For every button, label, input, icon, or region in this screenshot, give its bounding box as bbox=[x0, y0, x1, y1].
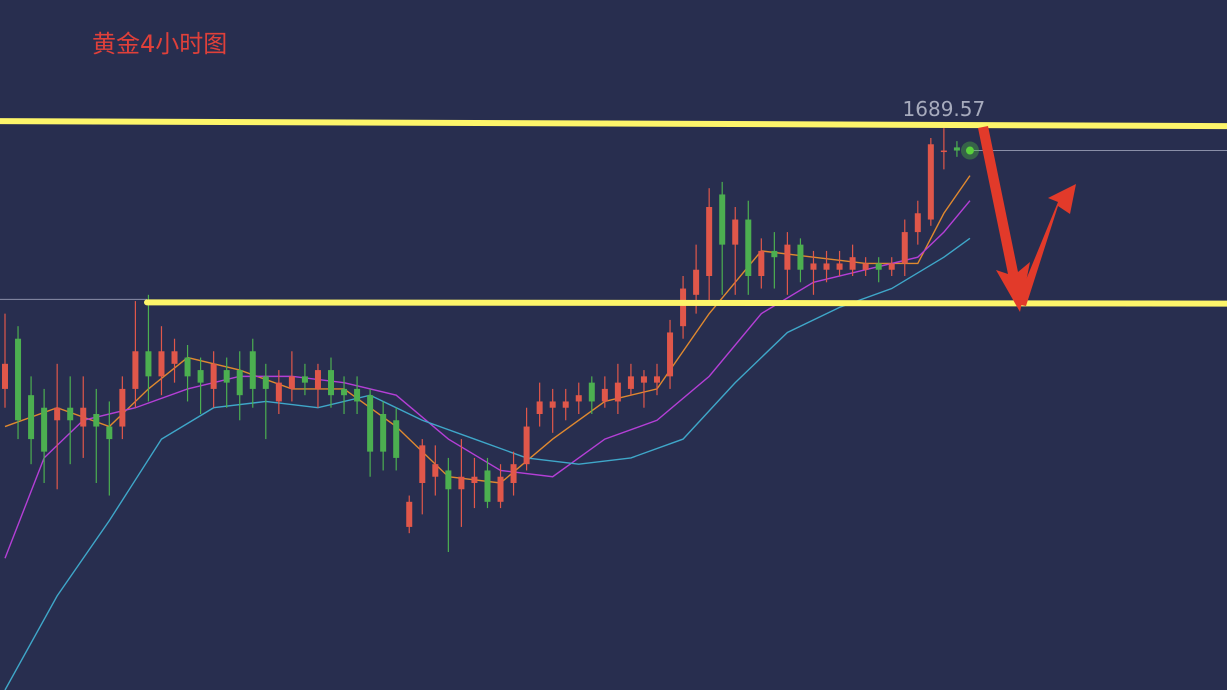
candle-body bbox=[640, 376, 647, 383]
candle-body bbox=[667, 332, 674, 377]
candle-body bbox=[940, 150, 947, 153]
candle-body bbox=[823, 263, 830, 270]
candle-body bbox=[784, 244, 791, 270]
candle-body bbox=[28, 395, 35, 440]
candle-body bbox=[288, 376, 295, 389]
candle-body bbox=[380, 414, 387, 452]
candle-body bbox=[406, 501, 413, 527]
candle-body bbox=[15, 338, 22, 421]
candle-body bbox=[67, 407, 74, 421]
support-line bbox=[144, 299, 1227, 307]
candle-body bbox=[210, 363, 217, 389]
candle-body bbox=[301, 376, 308, 383]
candle-body bbox=[758, 250, 765, 276]
candle-body bbox=[171, 351, 178, 364]
candle-body bbox=[654, 376, 660, 383]
candle-body bbox=[732, 219, 739, 245]
candle-body bbox=[706, 207, 713, 276]
candle-body bbox=[810, 263, 817, 270]
candle-body bbox=[575, 395, 582, 402]
candle-body bbox=[445, 470, 452, 490]
candle-body bbox=[680, 288, 687, 327]
candle-body bbox=[132, 351, 139, 389]
candle-body bbox=[314, 370, 321, 389]
candle-body bbox=[849, 257, 856, 270]
annotation-arrows bbox=[978, 126, 1076, 312]
candle-body bbox=[771, 250, 778, 258]
candle-body bbox=[341, 388, 348, 396]
candle-body bbox=[471, 476, 478, 483]
candle-body bbox=[367, 395, 374, 452]
candle-body bbox=[888, 263, 895, 270]
candle-body bbox=[862, 263, 869, 270]
candle-body bbox=[106, 426, 113, 440]
candle-body bbox=[249, 351, 256, 389]
candle-body bbox=[836, 263, 843, 270]
candle-body bbox=[627, 376, 634, 389]
candle-body bbox=[145, 351, 152, 377]
candle-body bbox=[184, 357, 191, 377]
candle-body bbox=[197, 370, 204, 383]
candle-body bbox=[393, 420, 400, 458]
candle-body bbox=[901, 232, 908, 264]
candle-body bbox=[80, 407, 87, 427]
candle-body bbox=[601, 388, 608, 402]
candle-body bbox=[236, 370, 243, 396]
candle-body bbox=[510, 464, 517, 483]
candle-body bbox=[549, 401, 556, 408]
candle-body bbox=[328, 370, 334, 396]
down-arrow bbox=[978, 126, 1030, 312]
candle-body bbox=[275, 382, 282, 402]
candle-body bbox=[536, 401, 543, 414]
candle-body bbox=[458, 476, 465, 490]
candle-body bbox=[588, 382, 595, 402]
candle-body bbox=[693, 269, 700, 295]
candle-body bbox=[497, 476, 504, 502]
candle-body bbox=[523, 426, 530, 465]
candle-body bbox=[262, 376, 269, 389]
candle-body bbox=[223, 370, 230, 383]
candle-body bbox=[119, 388, 126, 427]
candle-body bbox=[745, 219, 752, 276]
candle-body bbox=[484, 470, 491, 502]
candle-body bbox=[354, 388, 361, 402]
candle-body bbox=[719, 194, 726, 245]
current-price-dot bbox=[965, 146, 974, 155]
candle-body bbox=[927, 144, 934, 220]
candle-body bbox=[158, 351, 165, 377]
moving-average-line bbox=[4, 237, 971, 690]
resistance-line bbox=[0, 118, 1227, 130]
candle-body bbox=[2, 363, 8, 389]
candle-body bbox=[419, 445, 426, 483]
candle-body bbox=[914, 213, 921, 233]
candle-body bbox=[54, 407, 61, 421]
up-arrow bbox=[1016, 184, 1076, 306]
candle-body bbox=[432, 464, 439, 477]
high-label: 1689.57 bbox=[903, 97, 986, 121]
candle-body bbox=[614, 382, 621, 402]
candle-body bbox=[93, 414, 100, 427]
candle-body bbox=[41, 407, 48, 452]
candle-body bbox=[562, 401, 569, 408]
chart-title: 黄金4小时图 bbox=[92, 30, 227, 58]
plot: 1689.57 bbox=[0, 97, 1227, 690]
candle-body bbox=[797, 244, 804, 270]
candle-body bbox=[875, 263, 882, 270]
candle-body bbox=[953, 147, 960, 151]
